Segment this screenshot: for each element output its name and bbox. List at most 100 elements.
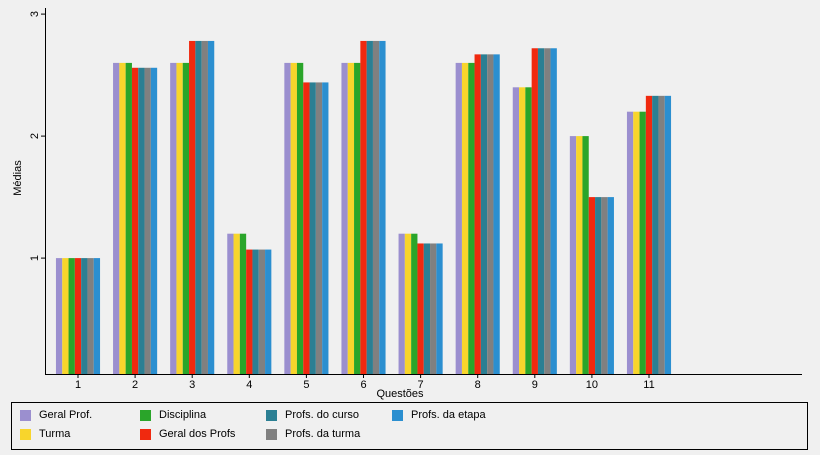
legend-item: Profs. da etapa — [392, 408, 486, 422]
legend-item: Profs. da turma — [266, 427, 360, 441]
bar-q6-s5 — [366, 40, 373, 374]
bar-q3-s6 — [201, 40, 208, 374]
bar-chart: 1 2 3 1 2 3 4 5 6 7 8 9 10 11 Médias Questões — [12, 8, 802, 400]
bar-q1-s6 — [87, 258, 94, 374]
bar-q11-s4 — [645, 95, 653, 374]
bar-q4-s5 — [252, 249, 259, 374]
legend-item: Profs. do curso — [266, 408, 359, 422]
legend-swatch — [20, 428, 31, 440]
bar-q2-s4 — [131, 67, 139, 374]
bar-q3-s2 — [176, 62, 183, 375]
bar-q2-s5 — [138, 67, 145, 374]
bar-q10-s4 — [588, 197, 596, 374]
bar-q11-s5 — [652, 95, 659, 374]
x-tick-label: 2 — [132, 379, 138, 391]
bar-q10-s7 — [607, 197, 614, 374]
bar-q5-s2 — [290, 62, 297, 375]
bar-q10-s6 — [601, 197, 608, 374]
legend-swatch — [266, 428, 277, 440]
legend-label: Geral dos Profs — [159, 428, 236, 440]
bar-q8-s3 — [468, 62, 475, 375]
bar-q5-s6 — [315, 82, 323, 375]
bar-q11-s6 — [658, 95, 665, 374]
bar-q7-s7 — [436, 243, 443, 374]
x-tick-label: 6 — [360, 379, 366, 391]
x-tick-label: 5 — [303, 379, 309, 391]
bar-q2-s1 — [113, 62, 120, 375]
legend-item: Turma — [20, 427, 70, 441]
bar-q7-s1 — [398, 233, 405, 374]
bar-q7-s3 — [411, 233, 418, 374]
bar-q3-s3 — [182, 62, 190, 375]
legend-swatch — [140, 409, 151, 421]
bar-q4-s6 — [258, 249, 266, 374]
legend-item: Geral dos Profs — [140, 427, 235, 441]
bar-q3-s4 — [189, 40, 196, 374]
x-ticks-group: 1 2 3 4 5 6 7 8 9 10 11 — [75, 374, 655, 391]
x-tick-label: 3 — [189, 379, 195, 391]
y-ticks-group: 1 2 3 — [29, 11, 45, 261]
legend-label: Turma — [39, 428, 71, 440]
bar-q1-s5 — [81, 258, 88, 374]
bar-q6-s4 — [360, 40, 367, 374]
x-tick-label: 1 — [75, 379, 81, 391]
bar-q2-s3 — [125, 62, 132, 375]
bar-q3-s5 — [195, 40, 202, 374]
bar-q4-s4 — [246, 249, 253, 374]
bar-q9-s4 — [531, 48, 538, 374]
bar-q8-s7 — [493, 54, 500, 375]
bar-q7-s2 — [404, 233, 412, 374]
bar-q9-s7 — [550, 48, 557, 374]
bar-q5-s1 — [284, 62, 291, 375]
bar-q9-s5 — [537, 48, 545, 374]
bar-q8-s5 — [480, 54, 488, 375]
bar-q4-s7 — [265, 249, 272, 374]
bar-q5-s7 — [322, 82, 329, 375]
bar-q11-s1 — [626, 111, 634, 374]
bar-q6-s1 — [341, 62, 348, 375]
legend-label: Profs. da etapa — [411, 409, 486, 421]
bar-q9-s2 — [519, 87, 526, 375]
legend-item: Disciplina — [140, 408, 206, 422]
bar-q10-s3 — [582, 136, 589, 374]
bar-q7-s4 — [417, 243, 424, 374]
bar-q7-s6 — [430, 243, 437, 374]
bar-q1-s1 — [55, 258, 63, 374]
x-axis-label: Questões — [376, 388, 424, 400]
legend-label: Profs. da turma — [285, 428, 361, 440]
bar-q4-s3 — [239, 233, 247, 374]
x-tick-label: 10 — [586, 379, 598, 391]
x-tick-label: 11 — [643, 379, 654, 391]
bar-q3-s1 — [170, 62, 177, 375]
bar-q5-s4 — [303, 82, 310, 375]
legend-item: Geral Prof. — [20, 408, 92, 422]
legend: Geral Prof. Turma Disciplina Geral dos Prof… — [11, 402, 808, 450]
legend-label: Profs. do curso — [285, 409, 359, 421]
bar-q8-s4 — [474, 54, 481, 375]
bar-q8-s6 — [487, 54, 494, 375]
bar-q11-s7 — [664, 95, 672, 374]
legend-swatch — [266, 409, 277, 421]
bar-q3-s7 — [207, 40, 215, 374]
bar-q1-s2 — [62, 258, 69, 374]
y-tick-label: 3 — [29, 11, 41, 17]
bar-q6-s6 — [372, 40, 380, 374]
bar-q8-s1 — [455, 62, 462, 375]
bars-group — [55, 40, 672, 375]
legend-swatch — [20, 409, 31, 421]
chart-area: 1 2 3 1 2 3 4 5 6 7 8 9 10 11 Médias Questões — [12, 8, 802, 400]
bar-q4-s2 — [233, 233, 240, 374]
bar-q1-s4 — [74, 258, 82, 374]
bar-q6-s2 — [347, 62, 355, 375]
bar-q7-s5 — [423, 243, 431, 374]
bar-q10-s5 — [595, 197, 602, 374]
bar-q1-s7 — [93, 258, 101, 374]
bar-q10-s1 — [569, 136, 577, 374]
bar-q9-s3 — [525, 87, 532, 375]
x-tick-label: 9 — [532, 379, 538, 391]
legend-swatch — [392, 409, 403, 421]
x-tick-label: 4 — [246, 379, 252, 391]
bar-q2-s7 — [150, 67, 158, 374]
legend-label: Disciplina — [159, 409, 207, 421]
bar-q8-s2 — [461, 62, 469, 375]
